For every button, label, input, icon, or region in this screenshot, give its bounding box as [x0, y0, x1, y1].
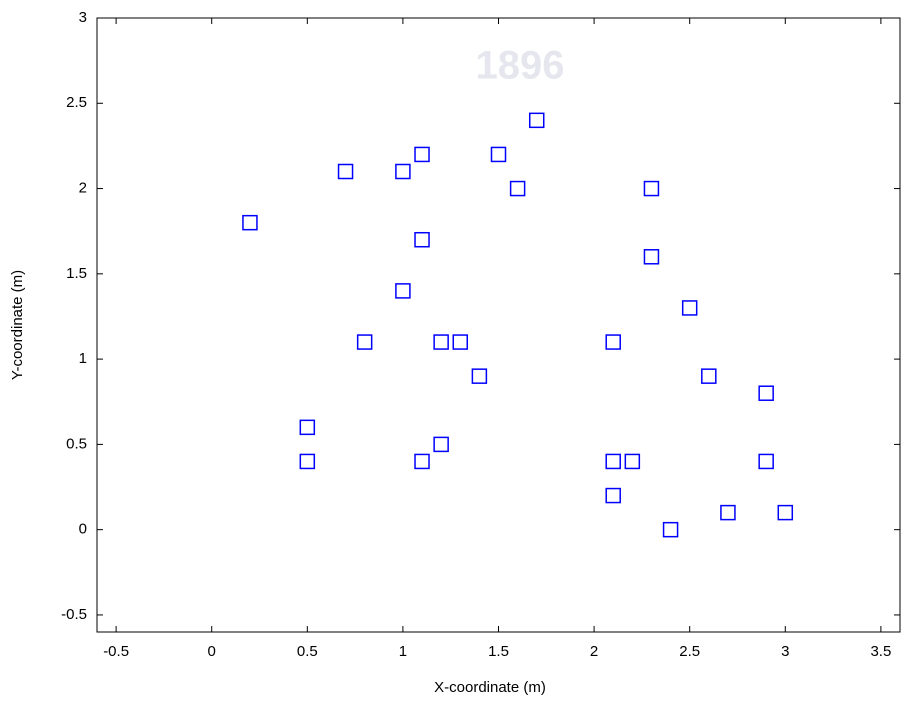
- watermark: 1896: [476, 44, 565, 88]
- x-axis-label: X-coordinate (m): [434, 679, 546, 696]
- x-tick-label: 2: [590, 643, 598, 660]
- point: [528, 112, 545, 129]
- y-axis-label: Y-coordinate (m): [9, 270, 26, 380]
- point: [452, 334, 469, 350]
- x-tick-label: 1.5: [488, 643, 509, 660]
- point: [299, 453, 316, 470]
- point: [414, 231, 430, 248]
- point: [758, 453, 774, 470]
- point: [433, 334, 449, 350]
- y-tick-label: 0.5: [66, 435, 87, 452]
- point: [509, 180, 526, 197]
- point: [490, 146, 507, 163]
- point: [662, 521, 679, 538]
- point: [643, 180, 660, 197]
- point: [643, 249, 660, 265]
- y-tick-label: 1: [79, 350, 87, 367]
- x-tick-label: 1: [399, 643, 407, 660]
- point: [758, 385, 774, 401]
- y-tick-label: 2.5: [66, 94, 87, 111]
- plot-frame: [96, 17, 901, 633]
- point: [299, 419, 316, 436]
- x-tick-label: 0.5: [297, 643, 318, 660]
- x-tick-label: 2.5: [679, 643, 700, 660]
- point: [777, 504, 794, 521]
- y-tick-label: 3: [79, 9, 87, 26]
- y-tick-label: -0.5: [61, 606, 87, 623]
- point: [605, 487, 621, 504]
- point: [471, 368, 488, 384]
- point: [681, 300, 698, 316]
- y-tick-label: 0: [79, 521, 87, 538]
- point: [701, 368, 717, 384]
- y-tick-label: 2: [79, 180, 87, 197]
- point: [242, 214, 258, 231]
- point: [433, 436, 449, 453]
- x-tick-label: -0.5: [103, 643, 129, 660]
- point: [337, 163, 354, 180]
- point: [395, 163, 411, 180]
- y-tick-label: 1.5: [66, 265, 87, 282]
- x-tick-label: 0: [208, 643, 216, 660]
- point: [395, 283, 411, 299]
- point: [356, 334, 373, 350]
- point: [414, 453, 430, 470]
- x-tick-label: 3: [781, 643, 789, 660]
- point: [414, 146, 430, 163]
- point: [720, 504, 736, 521]
- point: [605, 453, 621, 470]
- point: [605, 334, 621, 350]
- point: [624, 453, 641, 470]
- x-tick-label: 3.5: [870, 643, 891, 660]
